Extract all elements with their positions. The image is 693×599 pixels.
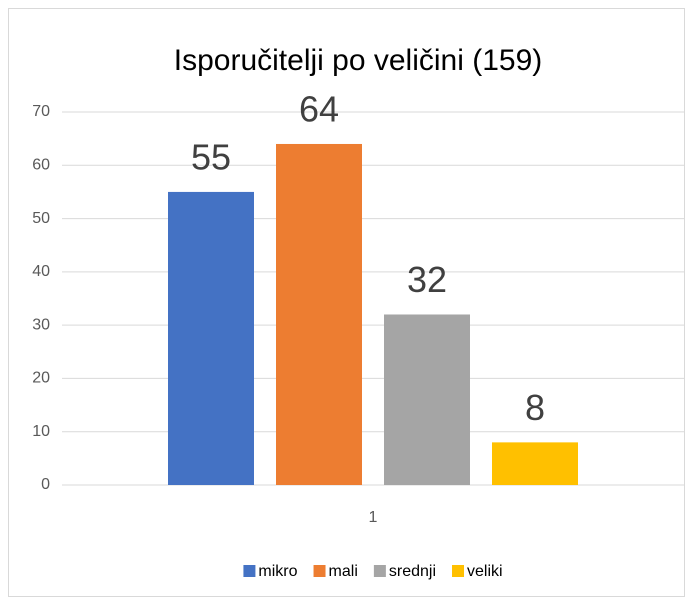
data-label: 32: [407, 259, 447, 300]
legend-label: mikro: [258, 563, 297, 580]
y-tick-label: 50: [32, 210, 50, 227]
data-label: 8: [525, 387, 545, 428]
bar: [168, 191, 254, 485]
legend-swatch: [243, 565, 256, 577]
bar: [276, 143, 362, 485]
chart-title: Isporučitelji po veličini (159): [174, 44, 543, 77]
legend-label: mali: [329, 563, 358, 580]
legend-label: srednji: [389, 563, 436, 580]
y-tick-label: 30: [32, 316, 50, 333]
data-label: 55: [191, 136, 231, 177]
legend-label: veliki: [467, 563, 503, 580]
legend-swatch: [452, 565, 465, 577]
y-tick-label: 70: [32, 103, 50, 120]
y-tick-label: 20: [32, 370, 50, 387]
y-tick-label: 40: [32, 263, 50, 280]
x-tick-label: 1: [369, 509, 378, 526]
data-label: 64: [299, 88, 339, 129]
y-tick-label: 60: [32, 157, 50, 174]
bar: [492, 442, 578, 485]
legend-swatch: [313, 565, 326, 577]
bar: [384, 314, 470, 485]
y-tick-label: 0: [41, 476, 50, 493]
y-tick-label: 10: [32, 423, 50, 440]
legend-swatch: [373, 565, 386, 577]
